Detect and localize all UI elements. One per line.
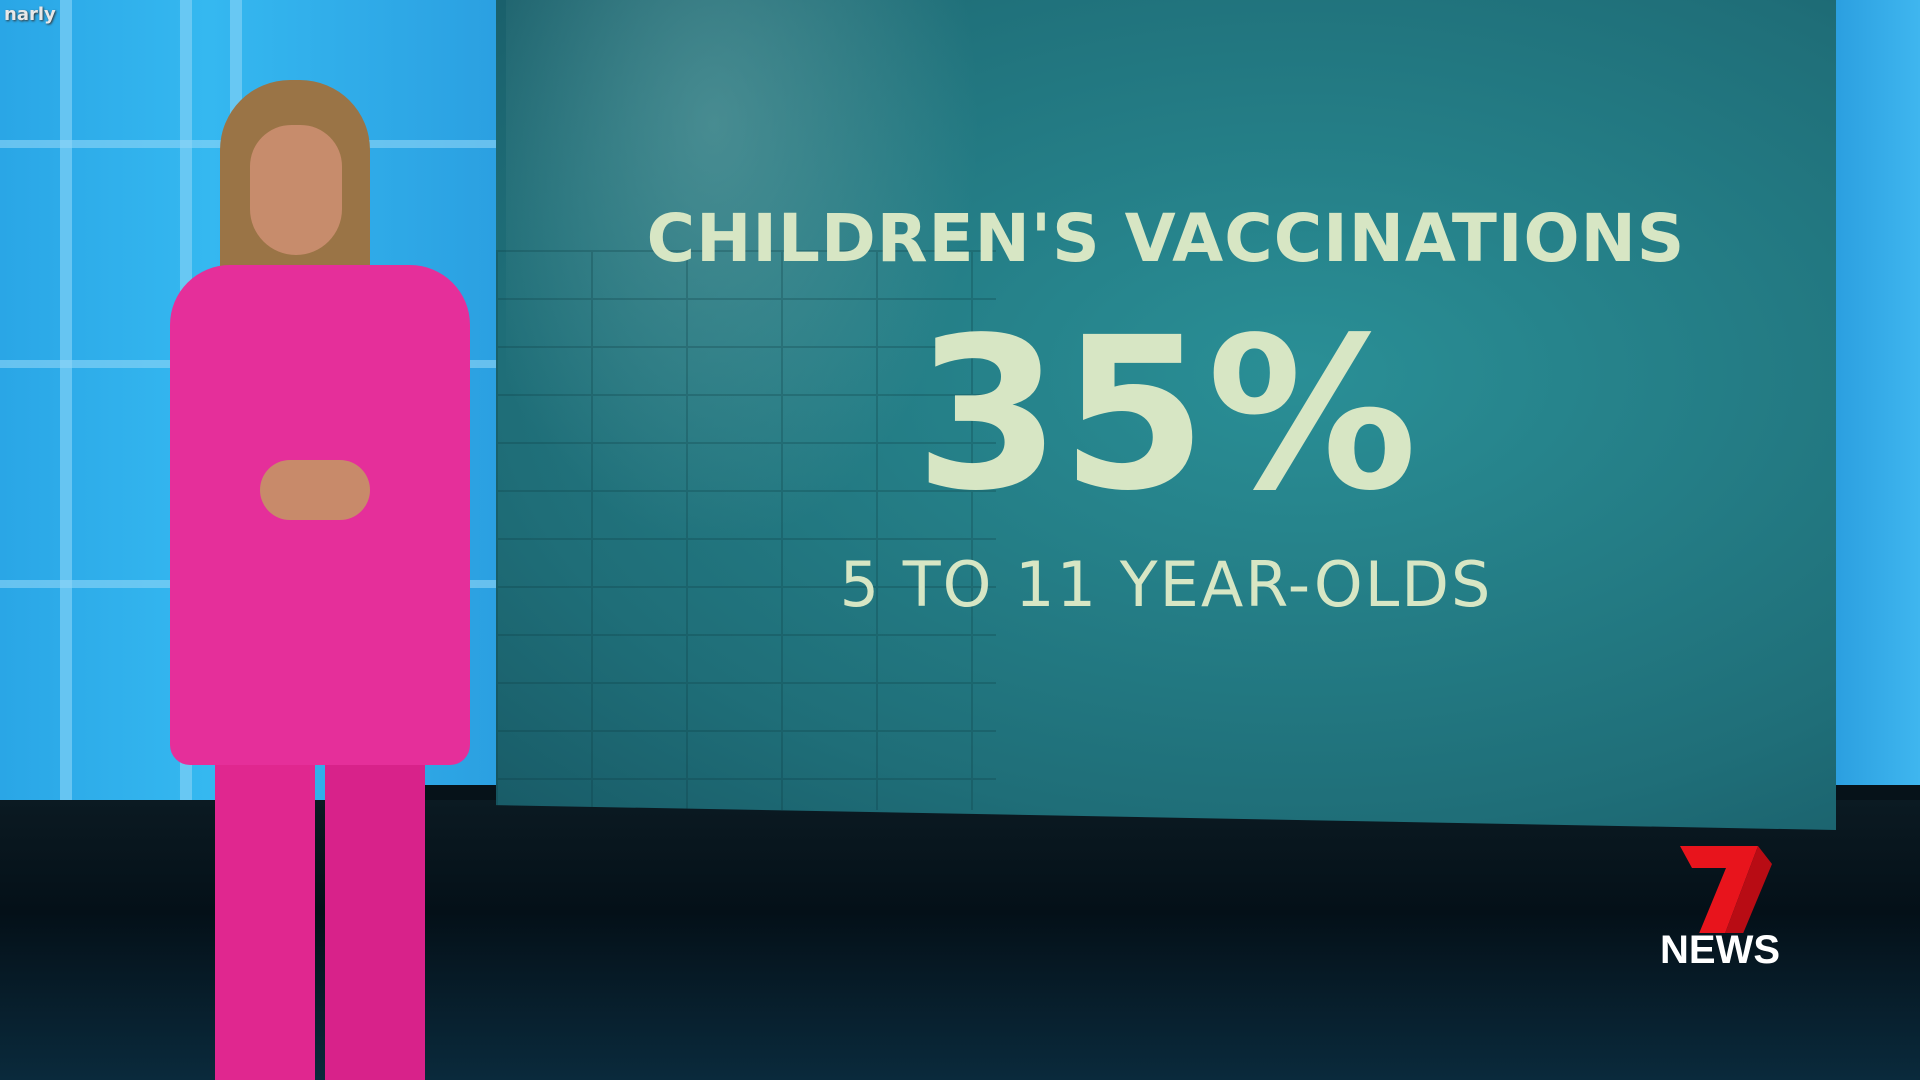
presenter [150,80,490,1080]
graphic-value: 35% [914,292,1418,537]
studio-floor [0,800,1920,1080]
presenter-pants [325,740,425,1080]
watermark: narly [4,4,56,25]
background-photo [506,0,1026,620]
presenter-hands [260,460,370,520]
wall-frame [60,0,72,840]
studio-wall-right [1835,0,1920,880]
logo-news-text: NEWS [1660,928,1780,972]
7news-logo: NEWS [1632,838,1808,973]
seven-numeral-icon [1680,846,1772,936]
presenter-pants [215,740,315,1080]
video-wall [496,0,1836,830]
graphic-title: CHILDREN'S VACCINATIONS [646,200,1686,277]
presenter-face [250,125,342,255]
brick-wall-texture [496,250,996,810]
graphic-subtitle: 5 TO 11 YEAR-OLDS [839,548,1493,621]
